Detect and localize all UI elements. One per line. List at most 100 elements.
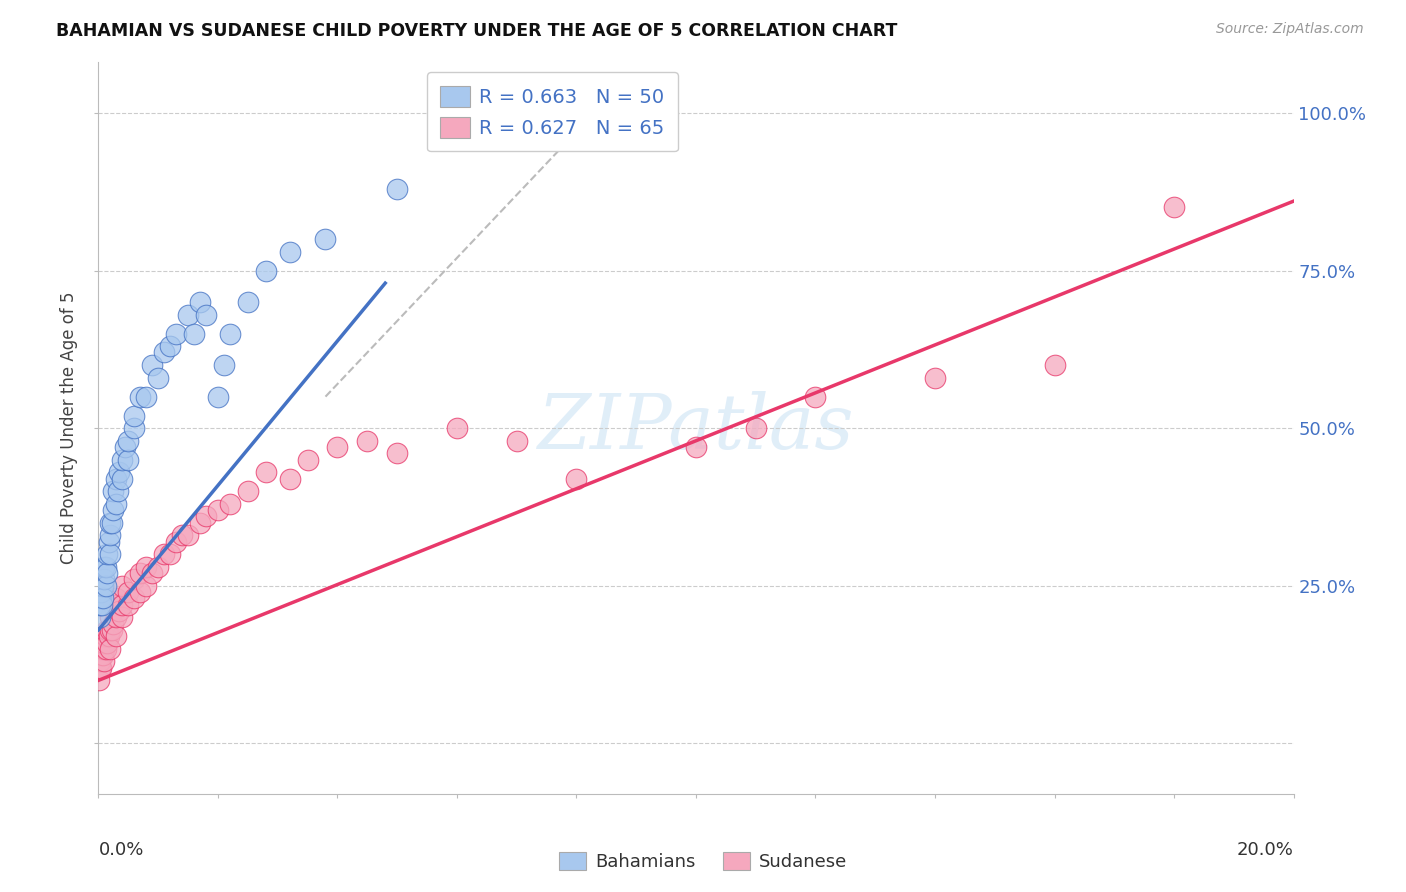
Point bbox=[254, 465, 277, 479]
Point bbox=[93, 655, 115, 669]
Point bbox=[254, 263, 277, 277]
Point bbox=[219, 497, 242, 511]
Point bbox=[685, 440, 707, 454]
Point bbox=[111, 610, 134, 624]
Point bbox=[91, 635, 114, 649]
Point bbox=[97, 629, 120, 643]
Point bbox=[100, 623, 122, 637]
Point bbox=[326, 440, 349, 454]
Point bbox=[94, 579, 117, 593]
Point bbox=[1043, 358, 1066, 372]
Text: ZIPatlas: ZIPatlas bbox=[537, 392, 855, 465]
Point bbox=[111, 598, 134, 612]
Point bbox=[219, 326, 242, 341]
Point bbox=[446, 421, 468, 435]
Point bbox=[124, 409, 146, 423]
Point bbox=[153, 547, 176, 561]
Point bbox=[91, 641, 114, 656]
Point bbox=[96, 547, 118, 561]
Point bbox=[89, 661, 111, 675]
Point bbox=[107, 484, 129, 499]
Text: 0.0%: 0.0% bbox=[98, 841, 143, 859]
Point bbox=[236, 484, 259, 499]
Point bbox=[129, 390, 152, 404]
Point bbox=[565, 472, 588, 486]
Point bbox=[165, 326, 187, 341]
Point bbox=[103, 598, 125, 612]
Point bbox=[924, 370, 946, 384]
Point bbox=[129, 566, 152, 581]
Point bbox=[114, 440, 136, 454]
Point bbox=[93, 641, 115, 656]
Point bbox=[212, 358, 235, 372]
Point bbox=[111, 472, 134, 486]
Point bbox=[385, 446, 409, 460]
Point bbox=[105, 472, 128, 486]
Point bbox=[100, 516, 122, 530]
Point bbox=[117, 434, 139, 448]
Point bbox=[188, 516, 211, 530]
Point bbox=[117, 452, 139, 467]
Point bbox=[804, 390, 827, 404]
Point bbox=[135, 560, 157, 574]
Point bbox=[124, 421, 146, 435]
Point bbox=[93, 560, 115, 574]
Text: BAHAMIAN VS SUDANESE CHILD POVERTY UNDER THE AGE OF 5 CORRELATION CHART: BAHAMIAN VS SUDANESE CHILD POVERTY UNDER… bbox=[56, 22, 897, 40]
Point bbox=[100, 623, 122, 637]
Point bbox=[141, 566, 163, 581]
Point bbox=[93, 629, 115, 643]
Point bbox=[177, 308, 200, 322]
Point bbox=[195, 509, 218, 524]
Point bbox=[89, 655, 111, 669]
Point bbox=[87, 673, 110, 688]
Point bbox=[385, 181, 409, 195]
Point bbox=[90, 591, 112, 606]
Point bbox=[105, 629, 128, 643]
Point bbox=[105, 610, 128, 624]
Point bbox=[745, 421, 768, 435]
Point bbox=[108, 604, 131, 618]
Point bbox=[135, 579, 157, 593]
Point bbox=[90, 648, 112, 662]
Point bbox=[356, 434, 378, 448]
Point bbox=[236, 295, 259, 310]
Point bbox=[103, 616, 125, 631]
Y-axis label: Child Poverty Under the Age of 5: Child Poverty Under the Age of 5 bbox=[60, 292, 79, 565]
Point bbox=[103, 484, 125, 499]
Point bbox=[172, 528, 194, 542]
Point bbox=[148, 370, 170, 384]
Point bbox=[90, 585, 112, 599]
Text: Source: ZipAtlas.com: Source: ZipAtlas.com bbox=[1216, 22, 1364, 37]
Point bbox=[207, 503, 229, 517]
Point bbox=[96, 566, 118, 581]
Point bbox=[98, 534, 121, 549]
Point bbox=[195, 308, 218, 322]
Point bbox=[1163, 201, 1185, 215]
Point bbox=[91, 579, 114, 593]
Point bbox=[124, 573, 146, 587]
Point bbox=[96, 635, 118, 649]
Point bbox=[124, 591, 146, 606]
Point bbox=[93, 635, 115, 649]
Point bbox=[111, 452, 134, 467]
Point bbox=[100, 547, 122, 561]
Point bbox=[111, 579, 134, 593]
Point bbox=[117, 585, 139, 599]
Point bbox=[91, 598, 114, 612]
Point bbox=[129, 585, 152, 599]
Point bbox=[183, 326, 205, 341]
Point bbox=[207, 390, 229, 404]
Point bbox=[148, 560, 170, 574]
Point bbox=[91, 591, 114, 606]
Point bbox=[135, 390, 157, 404]
Point bbox=[141, 358, 163, 372]
Point bbox=[159, 547, 181, 561]
Point bbox=[96, 629, 118, 643]
Point bbox=[100, 641, 122, 656]
Point bbox=[96, 560, 118, 574]
Point bbox=[117, 598, 139, 612]
Point bbox=[153, 345, 176, 359]
Point bbox=[165, 534, 187, 549]
Point bbox=[91, 648, 114, 662]
Point bbox=[94, 641, 117, 656]
